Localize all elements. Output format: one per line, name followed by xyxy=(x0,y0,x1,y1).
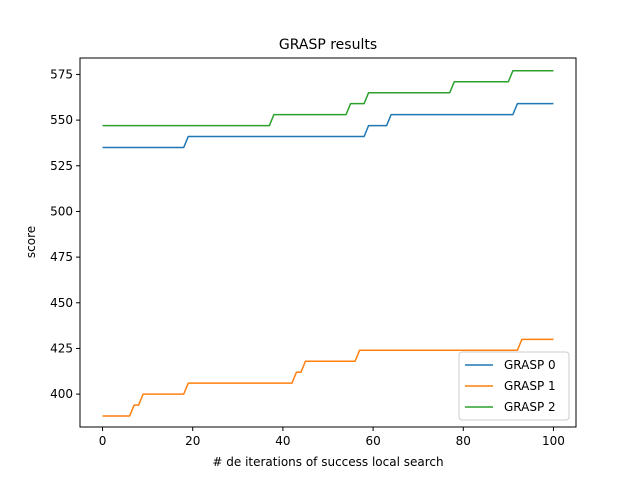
legend-label: GRASP 1 xyxy=(504,379,556,393)
legend-label: GRASP 0 xyxy=(504,358,556,372)
plot-frame xyxy=(79,57,577,428)
x-tick-label: 40 xyxy=(275,434,290,448)
y-tick-label: 575 xyxy=(50,67,73,81)
x-tick-label: 0 xyxy=(99,434,107,448)
legend-box xyxy=(458,351,570,421)
x-tick-label: 60 xyxy=(365,434,380,448)
y-axis: 400 425 450 475 500 525 550 575 xyxy=(50,67,80,401)
chart-title: GRASP results xyxy=(279,37,377,53)
y-tick-label: 400 xyxy=(50,387,73,401)
x-tick-label: 100 xyxy=(542,434,565,448)
y-axis-label: score xyxy=(24,226,38,258)
plot-lines xyxy=(102,70,554,417)
y-tick-label: 500 xyxy=(50,204,73,218)
series-line-grasp-1 xyxy=(102,338,554,417)
y-tick-label: 475 xyxy=(50,250,73,264)
y-tick-label: 525 xyxy=(50,159,73,173)
series-line-grasp-2 xyxy=(102,70,554,127)
legend: GRASP 0 GRASP 1 GRASP 2 xyxy=(458,351,570,421)
x-axis-label: # de iterations of success local search xyxy=(212,455,443,469)
x-tick-label: 20 xyxy=(185,434,200,448)
legend-label: GRASP 2 xyxy=(504,400,556,414)
y-tick-label: 425 xyxy=(50,341,73,355)
x-tick-label: 80 xyxy=(456,434,471,448)
series-line-grasp-0 xyxy=(102,102,554,149)
y-tick-label: 550 xyxy=(50,113,73,127)
y-tick-label: 450 xyxy=(50,296,73,310)
x-axis: 0 20 40 60 80 100 xyxy=(99,427,565,448)
